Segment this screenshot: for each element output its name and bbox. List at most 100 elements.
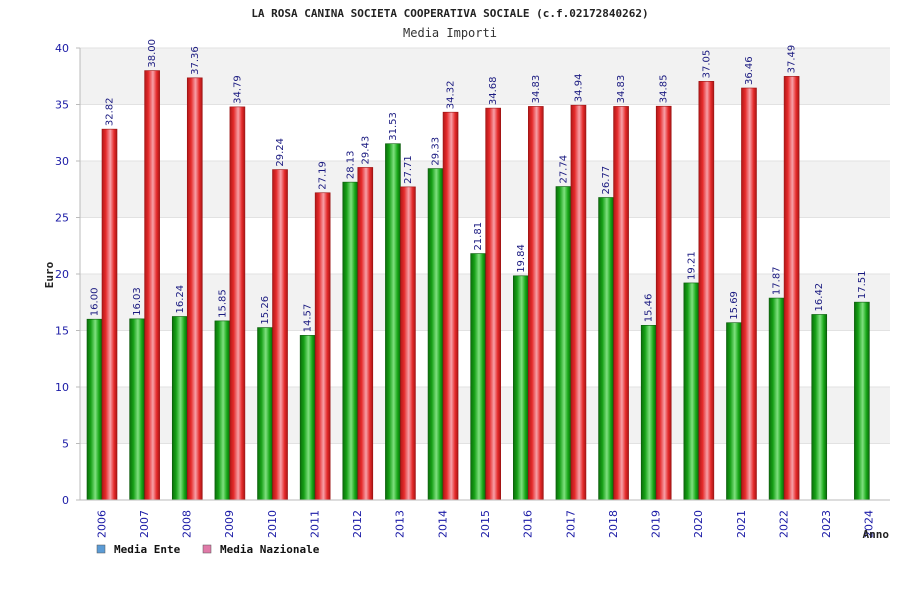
bar-media-nazionale bbox=[272, 169, 288, 501]
bar-media-ente bbox=[854, 301, 870, 501]
data-label-media-ente: 19.84 bbox=[516, 244, 527, 273]
data-label-media-ente: 15.69 bbox=[729, 291, 740, 320]
y-tick-label: 35 bbox=[55, 99, 69, 112]
x-tick-label: 2018 bbox=[607, 510, 620, 538]
data-label-media-nazionale: 37.36 bbox=[190, 46, 201, 75]
bar-media-ente bbox=[768, 297, 785, 501]
x-axis-label: Anno bbox=[863, 528, 890, 541]
data-label-media-nazionale: 36.46 bbox=[744, 56, 755, 85]
bar-media-nazionale bbox=[783, 76, 800, 501]
data-label-media-ente: 15.85 bbox=[217, 289, 228, 318]
data-label-media-ente: 15.46 bbox=[644, 294, 655, 323]
x-axis-ticks: 2006 2007 2008 2009 2010 2011 2012 2013 2014 2015… bbox=[95, 510, 875, 538]
data-label-media-nazionale: 32.82 bbox=[105, 97, 116, 126]
data-labels: 16.00 32.82 16.03 38.00 16.24 37.36 15.85 34.79… bbox=[90, 39, 868, 332]
bar-media-nazionale bbox=[698, 81, 715, 501]
data-label-media-ente: 29.33 bbox=[431, 137, 442, 166]
bar-media-nazionale bbox=[229, 106, 246, 501]
data-label-media-ente: 19.21 bbox=[686, 251, 697, 280]
bar-media-ente bbox=[427, 168, 444, 501]
data-label-media-nazionale: 34.83 bbox=[531, 75, 542, 104]
bar-media-ente bbox=[299, 335, 316, 501]
y-tick-label: 10 bbox=[55, 381, 69, 394]
bar-media-nazionale bbox=[528, 106, 544, 501]
data-label-media-ente: 21.81 bbox=[473, 222, 484, 251]
x-tick-label: 2014 bbox=[436, 510, 449, 538]
data-label-media-ente: 28.13 bbox=[345, 150, 356, 179]
x-tick-label: 2010 bbox=[266, 510, 279, 538]
bar-media-ente bbox=[726, 322, 742, 501]
data-label-media-nazionale: 34.85 bbox=[659, 75, 670, 104]
x-tick-label: 2016 bbox=[522, 510, 535, 538]
bar-media-nazionale bbox=[186, 77, 203, 501]
bar-media-ente bbox=[257, 327, 273, 501]
data-label-media-nazionale: 34.68 bbox=[488, 76, 499, 105]
data-label-media-ente: 14.57 bbox=[303, 304, 314, 333]
bar-media-ente bbox=[470, 253, 486, 501]
legend-swatch-media-ente bbox=[96, 544, 106, 554]
x-tick-label: 2008 bbox=[181, 510, 194, 538]
data-label-media-ente: 27.74 bbox=[558, 155, 569, 184]
y-tick-label: 30 bbox=[55, 155, 69, 168]
y-tick-label: 25 bbox=[55, 212, 69, 225]
bar-media-nazionale bbox=[570, 104, 587, 501]
x-tick-label: 2011 bbox=[308, 510, 321, 538]
bar-media-ente bbox=[214, 320, 231, 501]
bar-media-nazionale bbox=[442, 111, 459, 501]
bar-media-ente bbox=[86, 318, 103, 501]
bar-media-ente bbox=[683, 282, 700, 501]
data-label-media-nazionale: 34.94 bbox=[573, 74, 584, 103]
bar-media-ente bbox=[385, 143, 401, 501]
x-tick-label: 2023 bbox=[820, 510, 833, 538]
bar-media-nazionale bbox=[314, 192, 331, 501]
bar-media-ente bbox=[598, 197, 614, 501]
bar-media-nazionale bbox=[485, 107, 501, 501]
bar-media-ente bbox=[129, 318, 145, 501]
x-tick-label: 2019 bbox=[650, 510, 663, 538]
x-tick-label: 2024 bbox=[863, 510, 876, 538]
data-label-media-ente: 16.24 bbox=[175, 285, 186, 314]
data-label-media-ente: 17.87 bbox=[772, 266, 783, 295]
bar-media-nazionale bbox=[613, 106, 629, 501]
y-axis-ticks: 0 5 10 15 20 25 30 35 40 bbox=[55, 42, 80, 507]
bar-media-nazionale bbox=[741, 87, 757, 501]
data-label-media-nazionale: 38.00 bbox=[147, 39, 158, 68]
y-tick-label: 0 bbox=[62, 494, 69, 507]
legend-swatch-media-nazionale bbox=[202, 544, 212, 554]
x-tick-label: 2007 bbox=[138, 510, 151, 538]
chart-subtitle: Media Importi bbox=[403, 26, 497, 40]
legend-label-media-nazionale: Media Nazionale bbox=[220, 543, 320, 556]
bar-media-nazionale bbox=[357, 167, 374, 501]
y-tick-label: 20 bbox=[55, 268, 69, 281]
data-label-media-nazionale: 37.49 bbox=[787, 45, 798, 74]
data-label-media-ente: 16.42 bbox=[814, 283, 825, 312]
bar-media-nazionale bbox=[101, 128, 118, 501]
bar-media-ente bbox=[342, 181, 359, 501]
data-label-media-nazionale: 29.43 bbox=[360, 136, 371, 165]
x-tick-label: 2013 bbox=[394, 510, 407, 538]
legend-label-media-ente: Media Ente bbox=[114, 543, 181, 556]
y-tick-label: 15 bbox=[55, 325, 69, 338]
bar-media-ente bbox=[171, 316, 188, 501]
data-label-media-nazionale: 34.83 bbox=[616, 75, 627, 104]
bar-media-nazionale bbox=[144, 70, 160, 501]
bar-media-ente bbox=[555, 186, 572, 501]
data-label-media-nazionale: 29.24 bbox=[275, 138, 286, 167]
y-axis-label: Euro bbox=[43, 261, 56, 288]
bar-media-ente bbox=[513, 275, 529, 501]
data-label-media-nazionale: 34.79 bbox=[232, 75, 243, 104]
x-tick-label: 2020 bbox=[692, 510, 705, 538]
bar-media-ente bbox=[640, 325, 657, 501]
data-label-media-ente: 16.00 bbox=[90, 288, 101, 317]
y-tick-label: 40 bbox=[55, 42, 69, 55]
chart-title: LA ROSA CANINA SOCIETA COOPERATIVA SOCIA… bbox=[251, 7, 648, 20]
data-label-media-nazionale: 27.19 bbox=[318, 161, 329, 190]
data-label-media-ente: 15.26 bbox=[260, 296, 271, 325]
x-tick-label: 2017 bbox=[564, 510, 577, 538]
data-label-media-ente: 17.51 bbox=[857, 270, 868, 299]
bar-media-ente bbox=[811, 314, 828, 501]
bar-media-nazionale bbox=[400, 186, 416, 501]
data-label-media-ente: 16.03 bbox=[132, 287, 143, 316]
data-label-media-nazionale: 34.32 bbox=[446, 81, 457, 110]
